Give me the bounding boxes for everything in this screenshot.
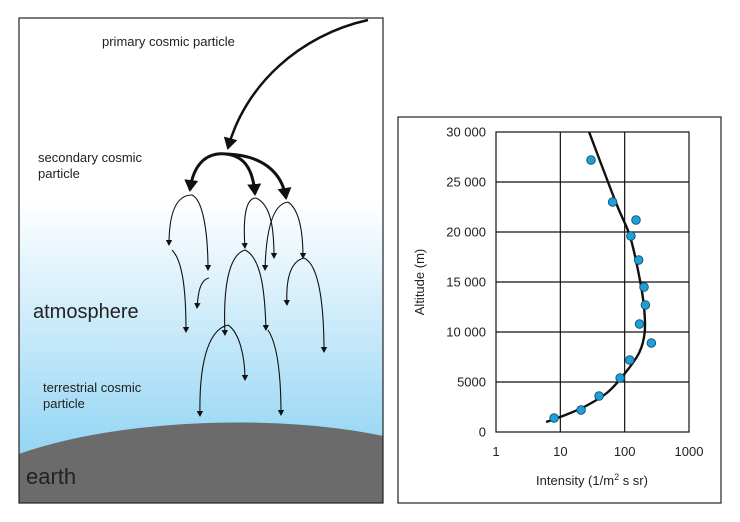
cascade-arrow bbox=[241, 197, 257, 249]
data-point bbox=[576, 405, 586, 415]
data-point bbox=[633, 255, 644, 265]
sky-background bbox=[19, 18, 383, 503]
x-tick-label: 100 bbox=[614, 444, 636, 459]
cascade-arrow bbox=[194, 277, 210, 309]
cascade-arrow bbox=[165, 194, 193, 246]
secondary-particle-arrow bbox=[184, 152, 227, 192]
altitude-intensity-chart: 1 10 100 1000 0 5000 10 000 15 000 20 000 25 000… bbox=[397, 116, 722, 504]
x-tick-labels: 1 10 100 1000 bbox=[492, 444, 703, 459]
data-point bbox=[631, 215, 641, 225]
terrestrial-particle-label-line2: particle bbox=[43, 396, 85, 411]
plot-area-border bbox=[495, 131, 690, 433]
earth-surface bbox=[19, 422, 383, 503]
data-point bbox=[594, 391, 604, 401]
x-tick-label: 10 bbox=[553, 444, 567, 459]
data-point bbox=[639, 282, 649, 292]
cascade-arrow bbox=[303, 257, 328, 353]
cascade-arrow bbox=[283, 257, 305, 306]
y-gridlines bbox=[496, 181, 689, 383]
diagram-frame bbox=[18, 17, 384, 504]
cascade-arrow bbox=[171, 249, 190, 333]
earth-label: earth bbox=[26, 464, 76, 489]
cascade-arrow bbox=[196, 324, 229, 417]
y-axis-label: Altitude (m) bbox=[412, 249, 427, 315]
x-tick-label: 1 bbox=[492, 444, 499, 459]
y-tick-label: 25 000 bbox=[446, 175, 486, 190]
cascade-arrow bbox=[287, 201, 307, 259]
data-point bbox=[607, 197, 618, 207]
data-point bbox=[615, 373, 625, 383]
cascade-arrow bbox=[244, 249, 270, 331]
data-point bbox=[586, 155, 596, 165]
chart-frame bbox=[397, 116, 722, 504]
y-tick-label: 20 000 bbox=[446, 225, 486, 240]
atmosphere-diagram: primary cosmic particle secondary cosmic… bbox=[18, 17, 384, 504]
x-axis-label: Intensity (1/m2 s sr) bbox=[536, 472, 648, 488]
y-tick-label: 5000 bbox=[457, 375, 486, 390]
y-tick-labels: 0 5000 10 000 15 000 20 000 25 000 30 000 bbox=[446, 125, 486, 440]
secondary-particle-arrow bbox=[225, 152, 292, 200]
data-point bbox=[549, 413, 559, 423]
y-tick-label: 30 000 bbox=[446, 125, 486, 140]
data-point bbox=[625, 355, 635, 365]
x-tick-label: 1000 bbox=[675, 444, 704, 459]
primary-particle-arrow bbox=[223, 18, 369, 150]
cascade-arrow bbox=[267, 329, 285, 416]
data-point bbox=[646, 338, 657, 348]
cascade-arrow bbox=[221, 249, 246, 336]
primary-particle-label: primary cosmic particle bbox=[102, 34, 235, 49]
cascade-arrow bbox=[191, 194, 212, 271]
secondary-particle-label-line1: secondary cosmic bbox=[38, 150, 143, 165]
data-point bbox=[640, 300, 651, 310]
cascade-arrow bbox=[261, 201, 289, 271]
data-points bbox=[549, 155, 657, 423]
cascade-arrow bbox=[227, 324, 249, 381]
y-tick-label: 10 000 bbox=[446, 325, 486, 340]
y-tick-label: 0 bbox=[479, 425, 486, 440]
data-point bbox=[626, 231, 636, 241]
y-tick-label: 15 000 bbox=[446, 275, 486, 290]
fit-curve bbox=[545, 132, 647, 424]
secondary-particle-label-line2: particle bbox=[38, 166, 80, 181]
atmosphere-label: atmosphere bbox=[33, 301, 139, 323]
data-point bbox=[634, 319, 645, 329]
terrestrial-particle-label-line1: terrestrial cosmic bbox=[43, 380, 142, 395]
